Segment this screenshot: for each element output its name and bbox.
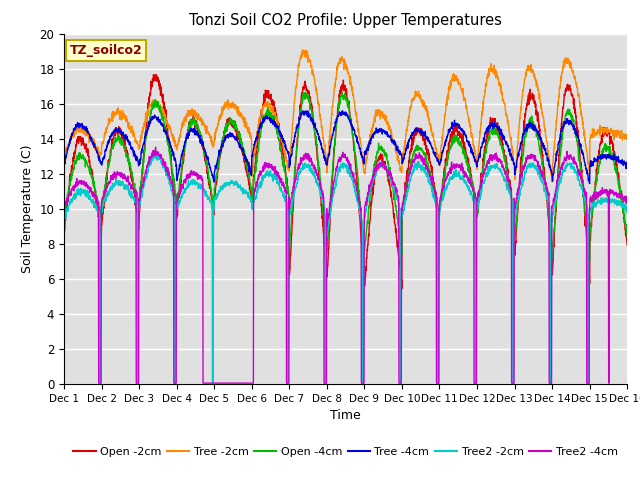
X-axis label: Time: Time	[330, 409, 361, 422]
Y-axis label: Soil Temperature (C): Soil Temperature (C)	[20, 144, 34, 273]
Title: Tonzi Soil CO2 Profile: Upper Temperatures: Tonzi Soil CO2 Profile: Upper Temperatur…	[189, 13, 502, 28]
Legend: Open -2cm, Tree -2cm, Open -4cm, Tree -4cm, Tree2 -2cm, Tree2 -4cm: Open -2cm, Tree -2cm, Open -4cm, Tree -4…	[69, 442, 622, 461]
Text: TZ_soilco2: TZ_soilco2	[70, 44, 142, 57]
